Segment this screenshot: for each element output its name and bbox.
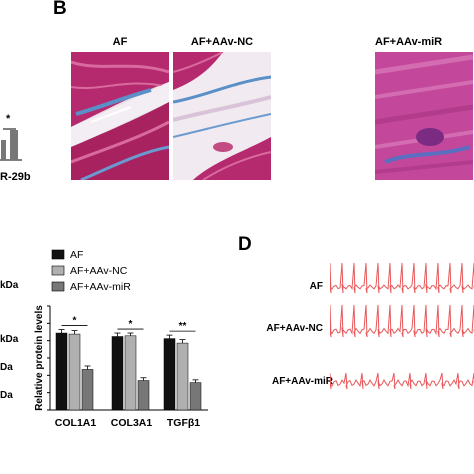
ecg-trace-af-mir — [330, 372, 474, 390]
left-partial-sig: * — [6, 113, 11, 125]
protein-bar-chart: AF AF+AAv-NC AF+AAv-miR Relative protein l… — [34, 249, 208, 429]
bar — [68, 333, 81, 411]
kda-label-1: kDa — [0, 280, 19, 291]
kda-label-4: Da — [0, 390, 13, 401]
legend-swatch — [51, 265, 65, 276]
histology-image-af — [71, 52, 169, 180]
chart-plot: Relative protein levels * COL1A1 * COL3A1 ** T… — [34, 305, 208, 429]
legend-swatch — [51, 281, 65, 292]
histology-image-af-nc — [173, 52, 271, 180]
bar — [124, 335, 137, 411]
ecg-label-af: AF — [309, 281, 323, 292]
bar — [137, 380, 150, 411]
legend-label: AF — [70, 249, 83, 261]
ecg-trace-af — [330, 262, 474, 294]
left-partial-chart — [0, 128, 22, 161]
bar — [163, 338, 176, 411]
ecg-traces — [330, 262, 474, 390]
significance-mark: ** — [179, 321, 187, 332]
category-label: TGFβ1 — [167, 417, 200, 429]
legend-swatch — [51, 249, 65, 260]
legend-label: AF+AAv-miR — [70, 281, 131, 293]
panel-d-letter: D — [238, 234, 252, 255]
category-label: COL1A1 — [55, 417, 97, 429]
histology-image-af-mir — [375, 52, 473, 180]
ecg-label-af-mir: AF+AAv-miR — [271, 376, 333, 387]
bar — [55, 332, 68, 411]
hist-title-af: AF — [112, 36, 128, 48]
panel-b-letter: B — [53, 0, 67, 19]
bar — [81, 369, 94, 411]
left-partial-label: R-29b — [0, 171, 31, 183]
significance-mark: * — [73, 316, 77, 327]
ecg-label-af-nc: AF+AAv-NC — [266, 323, 323, 334]
legend-label: AF+AAv-NC — [70, 265, 128, 277]
bar — [176, 342, 189, 411]
kda-label-3: Da — [0, 362, 13, 373]
significance-mark: * — [129, 319, 133, 330]
category-label: COL3A1 — [111, 417, 153, 429]
kda-label-2: kDa — [0, 334, 19, 345]
bar — [111, 336, 124, 411]
chart-legend: AF AF+AAv-NC AF+AAv-miR — [51, 249, 131, 293]
y-axis-label: Relative protein levels — [34, 305, 45, 411]
ecg-trace-af-nc — [330, 304, 474, 338]
bar — [189, 382, 202, 411]
hist-title-af-mir: AF+AAv-miR — [375, 36, 443, 48]
hist-title-af-nc: AF+AAv-NC — [190, 36, 254, 48]
